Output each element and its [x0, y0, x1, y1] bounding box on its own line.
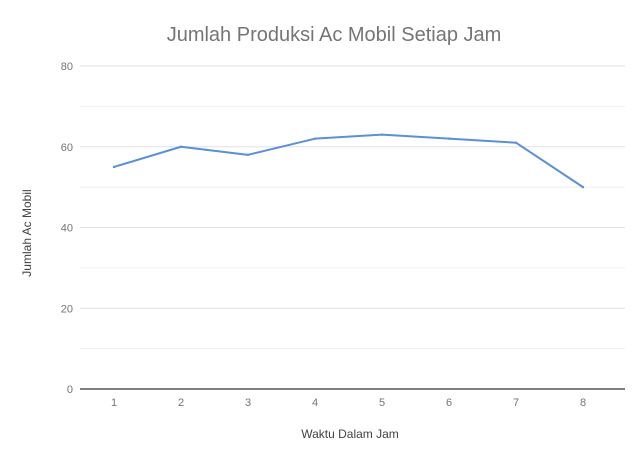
x-tick-label: 5: [379, 397, 385, 409]
y-tick-label: 80: [61, 61, 73, 73]
x-tick-label: 7: [513, 397, 519, 409]
x-tick-label: 2: [178, 397, 184, 409]
x-tick-label: 1: [111, 397, 117, 409]
data-point: [179, 145, 183, 148]
y-axis-label: Jumlah Ac Mobil: [20, 189, 34, 276]
x-axis-label: Waktu Dalam Jam: [301, 427, 399, 441]
x-tick-label: 6: [446, 397, 452, 409]
gridlines: [80, 65, 625, 350]
data-point: [112, 165, 116, 169]
data-point: [313, 137, 317, 140]
y-tick-label: 20: [61, 303, 73, 315]
chart-title: Jumlah Produksi Ac Mobil Setiap Jam: [167, 24, 502, 46]
x-tick-label: 8: [580, 397, 586, 409]
y-tick-label: 60: [61, 142, 73, 154]
data-point: [447, 137, 451, 140]
data-point: [380, 133, 384, 136]
series-line: [113, 133, 584, 189]
axes: 0 20 40 60 80 1 2 3 4 5 6 7 8: [61, 61, 625, 409]
data-point: [581, 185, 585, 189]
y-tick-label: 40: [61, 223, 73, 235]
x-tick-label: 3: [245, 397, 251, 409]
series-layer: [112, 133, 585, 189]
y-tick-label: 0: [67, 384, 73, 396]
data-point: [246, 153, 250, 157]
data-point: [514, 141, 518, 144]
x-tick-label: 4: [312, 397, 318, 409]
